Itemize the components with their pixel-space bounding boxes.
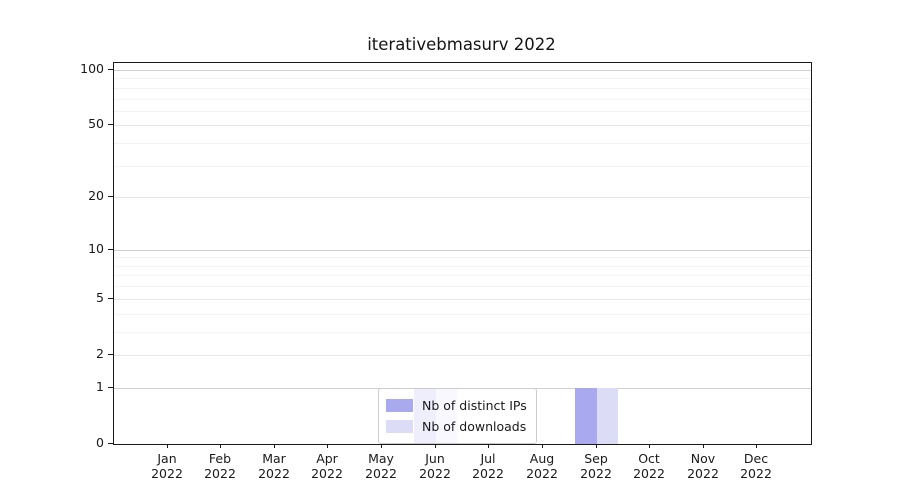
plot-area: Nb of distinct IPs Nb of downloads (113, 62, 812, 445)
x-tick-mark (703, 444, 704, 448)
gridline (114, 78, 811, 79)
gridline (114, 314, 811, 315)
y-tick-mark (108, 124, 113, 125)
gridline (114, 286, 811, 287)
x-tick-mark (435, 444, 436, 448)
gridline (114, 143, 811, 144)
x-tick-mark (756, 444, 757, 448)
x-tick-label: Oct 2022 (633, 451, 665, 481)
x-tick-mark (167, 444, 168, 448)
bar-nb-of-downloads-sep (596, 387, 619, 444)
gridline (114, 166, 811, 167)
y-tick-label: 20 (88, 188, 104, 203)
legend-swatch-icon (386, 399, 413, 412)
y-tick-label: 0 (96, 435, 104, 450)
legend-label: Nb of distinct IPs (422, 398, 527, 413)
x-tick-label: Apr 2022 (311, 451, 343, 481)
gridline (114, 355, 811, 356)
gridline (114, 70, 811, 71)
legend-entry: Nb of distinct IPs (386, 395, 527, 416)
x-tick-mark (381, 444, 382, 448)
y-tick-mark (108, 298, 113, 299)
gridline (114, 111, 811, 112)
x-tick-label: Nov 2022 (687, 451, 719, 481)
x-tick-label: Mar 2022 (258, 451, 290, 481)
x-tick-mark (327, 444, 328, 448)
legend-label: Nb of downloads (422, 419, 527, 434)
y-tick-mark (108, 69, 113, 70)
y-tick-label: 50 (88, 116, 104, 131)
legend-entries: Nb of distinct IPs Nb of downloads (386, 395, 527, 437)
legend-entry: Nb of downloads (386, 416, 527, 437)
y-tick-mark (108, 354, 113, 355)
gridline (114, 332, 811, 333)
x-tick-mark (488, 444, 489, 448)
x-tick-label: Aug 2022 (526, 451, 558, 481)
y-tick-mark (108, 196, 113, 197)
bar-nb-of-distinct-ips-sep (575, 387, 597, 444)
gridline (114, 197, 811, 198)
x-tick-mark (220, 444, 221, 448)
y-tick-label: 100 (80, 61, 104, 76)
y-tick-label: 1 (96, 379, 104, 394)
y-tick-mark (108, 387, 113, 388)
legend-swatch-icon (386, 420, 413, 433)
gridline (114, 125, 811, 126)
x-tick-mark (542, 444, 543, 448)
x-tick-label: May 2022 (365, 451, 397, 481)
gridline (114, 266, 811, 267)
x-tick-label: Feb 2022 (204, 451, 236, 481)
x-tick-label: Dec 2022 (740, 451, 772, 481)
y-tick-label: 5 (96, 290, 104, 305)
x-tick-label: Jun 2022 (419, 451, 451, 481)
x-tick-label: Jan 2022 (151, 451, 183, 481)
x-tick-mark (274, 444, 275, 448)
y-tick-mark (108, 249, 113, 250)
gridline (114, 299, 811, 300)
legend: Nb of distinct IPs Nb of downloads (378, 388, 537, 444)
x-tick-label: Sep 2022 (580, 451, 612, 481)
gridline (114, 88, 811, 89)
x-tick-mark (596, 444, 597, 448)
gridline (114, 250, 811, 251)
gridline (114, 275, 811, 276)
x-tick-label: Jul 2022 (472, 451, 504, 481)
y-tick-mark (108, 443, 113, 444)
x-tick-mark (649, 444, 650, 448)
gridline (114, 99, 811, 100)
y-tick-label: 2 (96, 346, 104, 361)
gridline (114, 257, 811, 258)
chart-title: iterativebmasurv 2022 (367, 35, 556, 54)
y-tick-label: 10 (88, 241, 104, 256)
